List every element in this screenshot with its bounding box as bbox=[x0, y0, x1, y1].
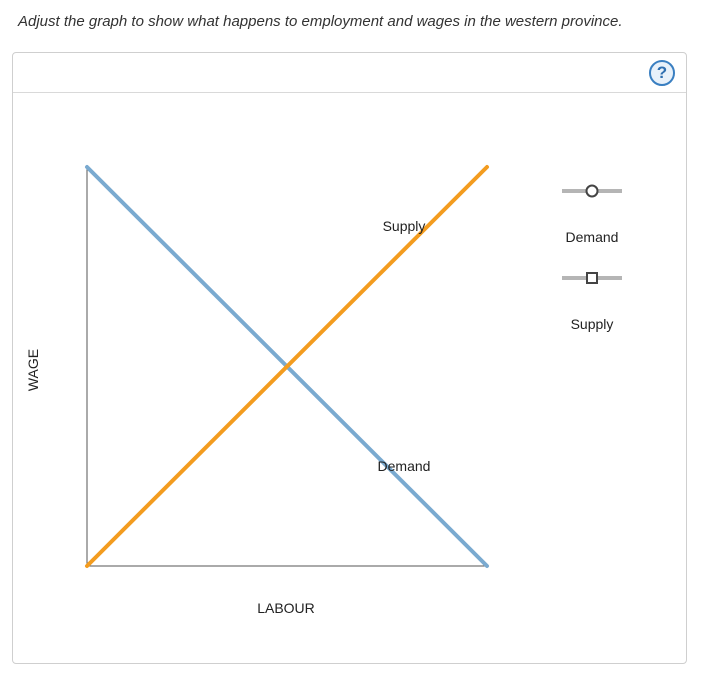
legend-supply-label: Supply bbox=[571, 316, 614, 332]
y-axis-label: WAGE bbox=[25, 349, 41, 391]
x-axis-label: LABOUR bbox=[257, 600, 315, 616]
legend-demand-tool[interactable]: Demand bbox=[562, 184, 622, 246]
help-question-icon[interactable]: ? bbox=[649, 60, 675, 86]
supply-curve-label: Supply bbox=[383, 218, 426, 234]
demand-curve-label: Demand bbox=[378, 458, 431, 474]
instruction-text: Adjust the graph to show what happens to… bbox=[18, 13, 623, 30]
legend-demand-label: Demand bbox=[566, 229, 619, 245]
panel-header: ? bbox=[13, 53, 686, 93]
graph-panel: ? bbox=[12, 52, 687, 664]
legend-supply-tool[interactable]: Supply bbox=[562, 272, 622, 332]
circle-marker-icon bbox=[585, 184, 599, 198]
square-marker-icon bbox=[586, 272, 598, 284]
supply-curve[interactable] bbox=[85, 165, 489, 568]
